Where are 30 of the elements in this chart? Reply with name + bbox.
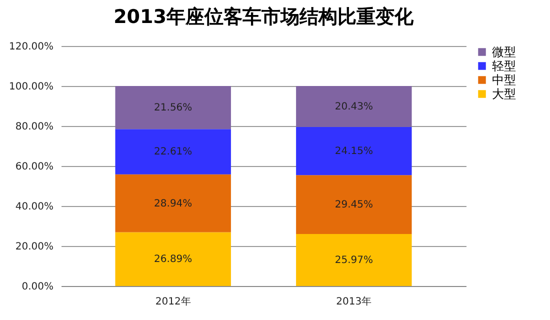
data-label: 28.94% <box>154 198 192 210</box>
y-tick-label: 100.00% <box>9 82 54 92</box>
y-tick-label: 0.00% <box>22 282 54 292</box>
data-label: 25.97% <box>334 255 373 266</box>
bar <box>296 86 412 127</box>
bar <box>115 232 231 286</box>
x-tick-label: 2012年 <box>155 296 191 308</box>
legend-label: 微型 <box>492 45 516 59</box>
bar <box>115 174 231 232</box>
bar <box>115 129 231 174</box>
legend-label: 中型 <box>492 73 516 87</box>
bar <box>296 175 412 234</box>
bar <box>296 234 412 286</box>
y-tick-label: 20.00% <box>15 242 54 252</box>
chart-title: 2013年座位客车市场结构比重变化 <box>114 6 414 28</box>
x-tick-label: 2013年 <box>336 296 372 308</box>
y-tick-label: 40.00% <box>15 202 54 212</box>
data-label: 24.15% <box>334 146 373 158</box>
data-label: 29.45% <box>334 200 373 211</box>
legend-label: 轻型 <box>492 59 516 73</box>
data-label: 20.43% <box>334 101 373 112</box>
legend-label: 大型 <box>492 87 516 101</box>
bar <box>115 86 231 130</box>
data-label: 21.56% <box>154 102 192 114</box>
bar <box>296 126 412 176</box>
y-tick-label: 80.00% <box>15 122 54 132</box>
y-tick-label: 60.00% <box>15 162 54 172</box>
data-label: 26.89% <box>154 254 192 266</box>
data-label: 22.61% <box>154 146 192 158</box>
y-tick-label: 120.00% <box>9 42 54 52</box>
